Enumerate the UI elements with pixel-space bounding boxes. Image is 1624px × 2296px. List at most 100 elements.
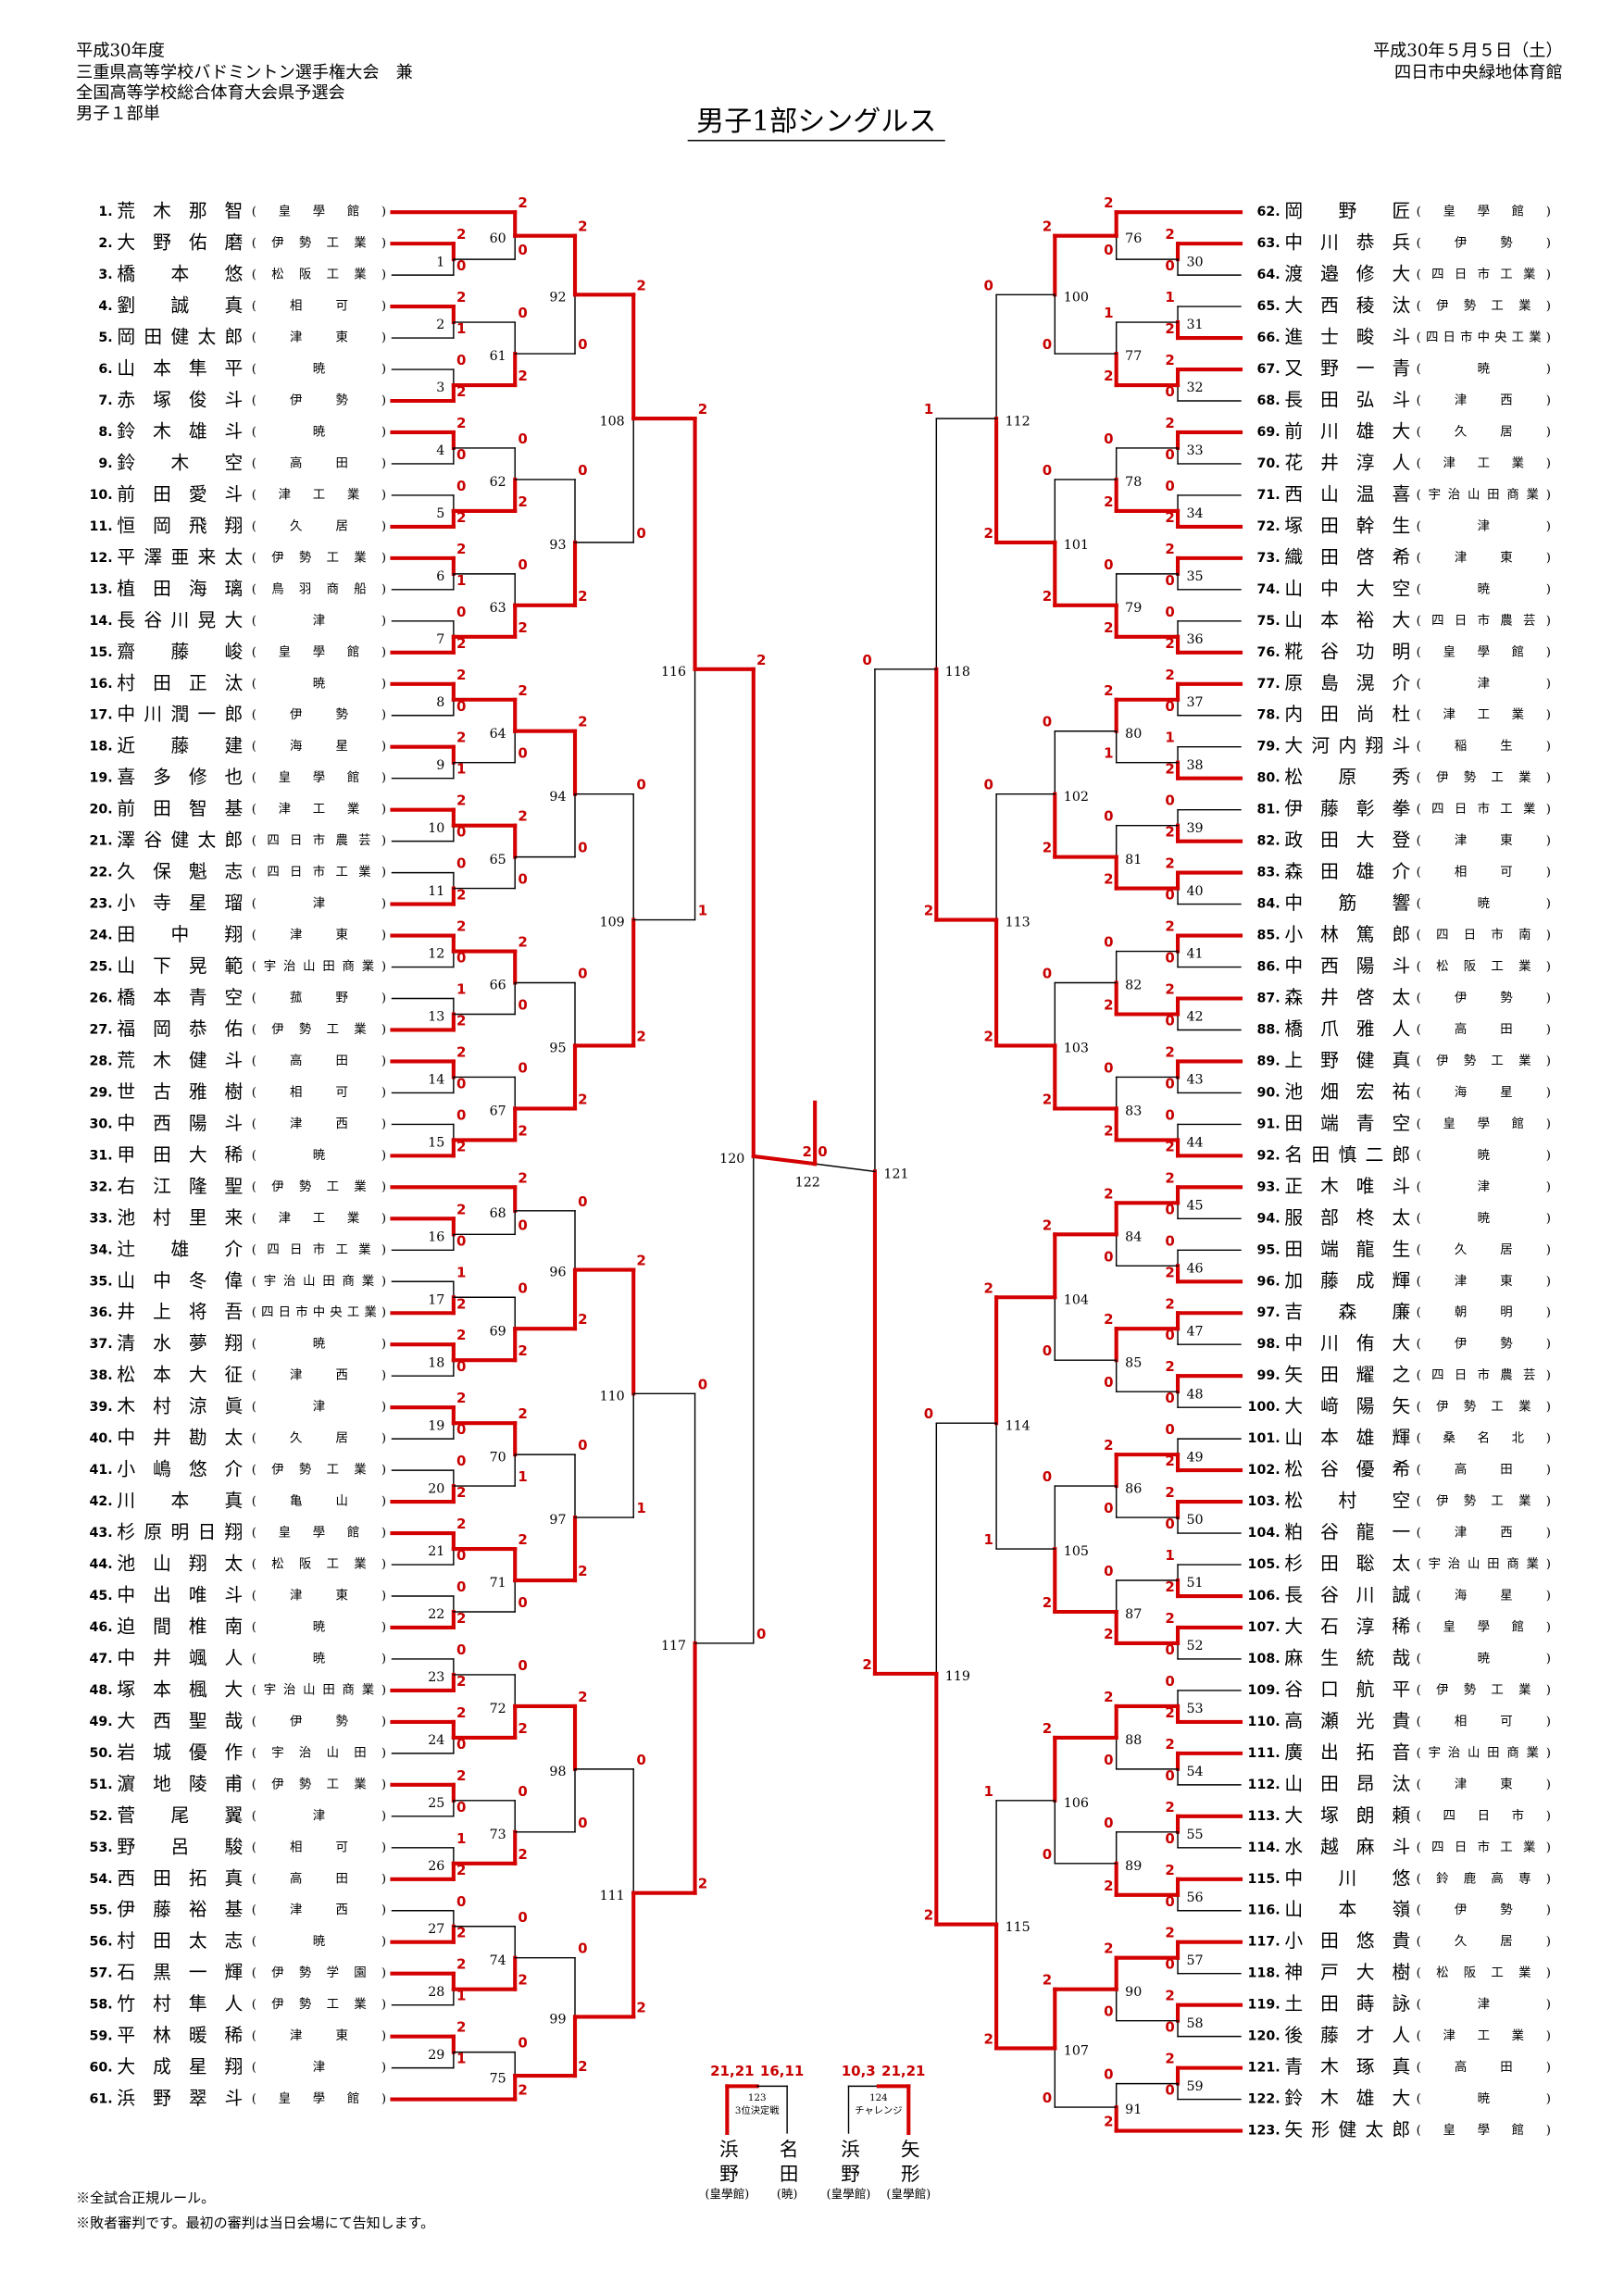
score: 2	[456, 2019, 466, 2036]
player-school: (四日市農芸)	[1417, 1367, 1551, 1383]
score: 2	[456, 1201, 466, 1217]
score: 2	[456, 792, 466, 809]
score: 2	[1165, 761, 1174, 778]
player-number: 23.	[89, 897, 112, 912]
player-school: (四日市)	[1417, 1807, 1551, 1823]
match-number: 67	[490, 1104, 506, 1119]
match-number: 120	[719, 1152, 744, 1167]
player-number: 64.	[1256, 268, 1280, 282]
match-number: 102	[1064, 790, 1089, 805]
score: 0	[456, 698, 466, 715]
match-number: 25	[428, 1796, 444, 1811]
player-number: 26.	[89, 992, 112, 1006]
score: 2	[456, 1390, 466, 1406]
match-number: 119	[945, 1669, 970, 1684]
score: 0	[578, 462, 587, 479]
score: 0	[1165, 1232, 1174, 1249]
player-school: (皇學館)	[1417, 1619, 1551, 1634]
score: 1	[456, 981, 466, 998]
player-number: 5.	[98, 331, 112, 345]
score: 0	[578, 840, 587, 856]
score: 0	[1104, 2066, 1113, 2083]
playoff-name: 浜野	[838, 2139, 860, 2189]
score: 0	[518, 1657, 527, 1674]
score: 0	[1165, 1767, 1174, 1784]
player-number: 10.	[89, 488, 112, 503]
score: 2	[636, 1999, 645, 2015]
score: 2	[1165, 1799, 1174, 1816]
match-number: 55	[1187, 1828, 1204, 1842]
match-number: 39	[1187, 821, 1204, 836]
player-number: 77.	[1256, 677, 1280, 692]
score: 2	[1165, 1264, 1174, 1280]
score: 2	[1165, 1578, 1174, 1595]
score: 2	[1104, 493, 1113, 510]
match-number: 43	[1187, 1073, 1204, 1088]
score: 2	[456, 509, 466, 526]
score: 2	[1165, 635, 1174, 652]
score: 0	[1043, 966, 1052, 982]
score: 2	[456, 541, 466, 557]
score: 0	[1104, 1815, 1113, 1831]
score: 2	[1165, 1358, 1174, 1375]
match-number: 7	[436, 632, 444, 647]
player-school: (四日市工業)	[1417, 1839, 1551, 1854]
score: 2	[456, 1673, 466, 1690]
player-name: 大河内翔斗	[1284, 735, 1410, 756]
player-number: 13.	[89, 582, 112, 597]
playoff-label: 3位決定戦	[735, 2104, 780, 2116]
header-line: 男子１部単	[76, 104, 160, 123]
player-number: 16.	[89, 677, 112, 692]
score: 2	[578, 714, 587, 730]
score: 0	[1104, 2003, 1113, 2020]
playoff-score: 16,11	[760, 2063, 804, 2079]
score: 2	[518, 808, 527, 825]
score: 2	[1104, 2114, 1113, 2130]
score: 2	[698, 1876, 707, 1892]
score: 2	[456, 1012, 466, 1029]
playoff-score: 21,21	[881, 2063, 925, 2079]
score: 2	[456, 1295, 466, 1312]
match-number: 101	[1064, 538, 1089, 553]
match-number: 44	[1187, 1136, 1204, 1151]
match-number: 32	[1187, 381, 1204, 395]
score: 2	[518, 1972, 527, 1989]
player-school: (津工業)	[252, 802, 386, 817]
score: 2	[518, 1720, 527, 1737]
player-school: (津工業)	[252, 1211, 386, 1226]
player-number: 103.	[1248, 1494, 1280, 1509]
player-number: 44.	[89, 1557, 112, 1572]
player-school: (津工業)	[1417, 707, 1551, 722]
player-number: 3.	[98, 268, 112, 282]
player-number: 45.	[89, 1589, 112, 1603]
match-number: 26	[428, 1859, 444, 1874]
score: 2	[456, 1516, 466, 1532]
player-number: 62.	[1256, 205, 1280, 219]
player-number: 96.	[1256, 1274, 1280, 1289]
match-number: 81	[1125, 853, 1142, 867]
match-number: 118	[945, 665, 970, 680]
score: 0	[1043, 462, 1052, 479]
score: 0	[1165, 572, 1174, 589]
player-number: 67.	[1256, 362, 1280, 377]
player-number: 25.	[89, 960, 112, 975]
player-number: 82.	[1256, 834, 1280, 849]
score: 0	[1165, 1830, 1174, 1847]
score: 2	[1043, 1594, 1052, 1611]
score: 2	[1104, 194, 1113, 211]
player-number: 112.	[1248, 1778, 1280, 1792]
player-number: 106.	[1248, 1589, 1280, 1603]
score: 0	[1104, 556, 1113, 573]
score: 2	[518, 493, 527, 510]
player-number: 74.	[1256, 582, 1280, 597]
score: 2	[1043, 588, 1052, 605]
player-number: 99.	[1256, 1368, 1280, 1383]
score: 2	[1165, 824, 1174, 841]
score: 0	[518, 1909, 527, 1926]
score: 2	[518, 682, 527, 699]
score: 2	[518, 194, 527, 211]
score: 2	[698, 401, 707, 418]
score: 2	[924, 1907, 933, 1924]
match-number: 54	[1187, 1765, 1204, 1779]
player-number: 97.	[1256, 1305, 1280, 1320]
